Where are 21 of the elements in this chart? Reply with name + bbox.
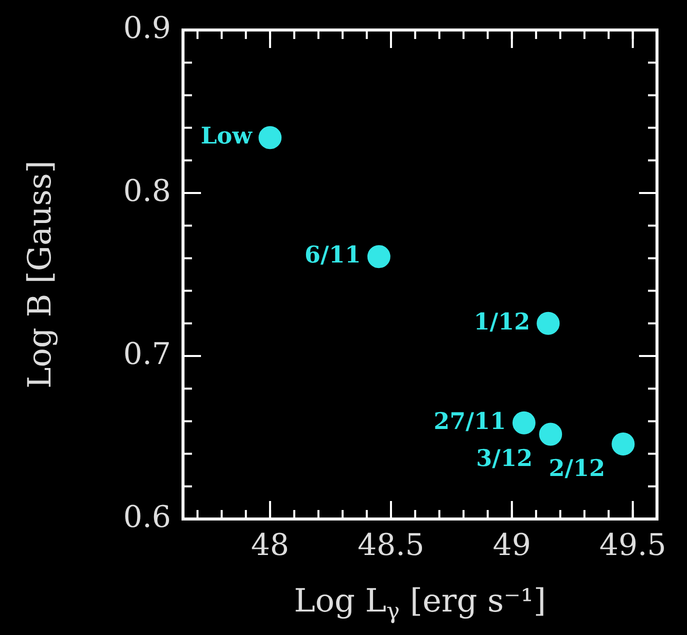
point bbox=[512, 411, 536, 434]
annotation: 6/11 bbox=[304, 242, 361, 269]
y-tick-label: 0.9 bbox=[123, 10, 171, 46]
annotation: 3/12 bbox=[476, 445, 533, 472]
y-tick-label: 0.7 bbox=[123, 336, 171, 372]
y-tick-label: 0.6 bbox=[123, 500, 171, 535]
annotation: 1/12 bbox=[474, 308, 530, 336]
point bbox=[612, 432, 635, 456]
point bbox=[536, 312, 560, 335]
annotation: 2/12 bbox=[548, 454, 606, 482]
point bbox=[539, 422, 562, 446]
annotation: Low bbox=[200, 122, 254, 150]
y-axis-title: Log B [Gauss] bbox=[20, 160, 58, 388]
point bbox=[258, 126, 282, 150]
x-tick-label: 49.5 bbox=[599, 528, 666, 563]
x-tick-label: 48.5 bbox=[358, 528, 424, 563]
point bbox=[367, 245, 390, 268]
annotation: 27/11 bbox=[434, 408, 506, 435]
y-tick-label: 0.8 bbox=[123, 174, 171, 209]
x-tick-label: 48 bbox=[250, 528, 290, 563]
x-tick-label: 49 bbox=[492, 528, 531, 563]
